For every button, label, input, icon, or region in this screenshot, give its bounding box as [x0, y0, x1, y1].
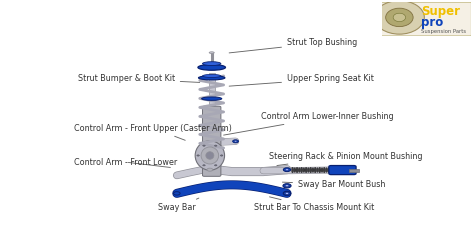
Text: pro: pro	[421, 16, 443, 29]
Text: Suspension Parts: Suspension Parts	[421, 29, 466, 33]
FancyBboxPatch shape	[381, 2, 472, 36]
Ellipse shape	[316, 168, 319, 172]
Text: Super: Super	[421, 5, 460, 18]
Ellipse shape	[321, 168, 323, 172]
Ellipse shape	[312, 168, 314, 172]
Ellipse shape	[283, 191, 291, 196]
Ellipse shape	[206, 152, 214, 159]
Ellipse shape	[292, 167, 294, 173]
Ellipse shape	[303, 168, 305, 172]
Text: Steering Rack & Pinion Mount Bushing: Steering Rack & Pinion Mount Bushing	[269, 152, 422, 166]
Text: Strut Bumper & Boot Kit: Strut Bumper & Boot Kit	[78, 74, 200, 83]
Ellipse shape	[207, 168, 213, 171]
Text: Sway Bar: Sway Bar	[158, 198, 199, 212]
Text: Control Arm Lower-Inner Bushing: Control Arm Lower-Inner Bushing	[224, 112, 394, 135]
Text: Sway Bar Mount Bush: Sway Bar Mount Bush	[283, 180, 385, 189]
Ellipse shape	[197, 155, 200, 156]
Ellipse shape	[323, 167, 326, 173]
Ellipse shape	[307, 168, 310, 172]
Ellipse shape	[301, 167, 303, 173]
Ellipse shape	[203, 145, 205, 146]
Ellipse shape	[393, 13, 406, 22]
Ellipse shape	[294, 168, 296, 172]
Ellipse shape	[298, 168, 301, 172]
Ellipse shape	[285, 185, 289, 187]
Ellipse shape	[195, 141, 225, 170]
Ellipse shape	[209, 52, 214, 53]
Text: Control Arm - Front Upper (Caster Arm): Control Arm - Front Upper (Caster Arm)	[74, 123, 232, 140]
Ellipse shape	[310, 167, 312, 173]
Ellipse shape	[296, 167, 298, 173]
Ellipse shape	[319, 167, 321, 173]
Ellipse shape	[234, 140, 237, 142]
Ellipse shape	[233, 140, 238, 143]
Ellipse shape	[198, 64, 226, 70]
Ellipse shape	[199, 76, 225, 80]
Ellipse shape	[326, 168, 328, 172]
Ellipse shape	[220, 155, 223, 156]
Ellipse shape	[305, 167, 307, 173]
Text: Control Arm - Front Lower: Control Arm - Front Lower	[74, 158, 177, 168]
FancyBboxPatch shape	[329, 166, 356, 175]
Ellipse shape	[330, 168, 332, 172]
Bar	[209, 73, 215, 105]
Ellipse shape	[285, 169, 289, 171]
Ellipse shape	[328, 167, 330, 173]
Ellipse shape	[214, 165, 217, 166]
Ellipse shape	[386, 8, 413, 27]
Ellipse shape	[202, 74, 221, 77]
Ellipse shape	[173, 192, 180, 195]
Text: Strut Bar To Chassis Mount Kit: Strut Bar To Chassis Mount Kit	[254, 197, 374, 212]
Ellipse shape	[202, 62, 221, 65]
Text: Upper Spring Seat Kit: Upper Spring Seat Kit	[229, 74, 374, 86]
Bar	[349, 169, 359, 172]
Ellipse shape	[283, 184, 291, 188]
Ellipse shape	[314, 167, 316, 173]
Ellipse shape	[203, 165, 205, 166]
Ellipse shape	[374, 1, 424, 34]
FancyBboxPatch shape	[202, 106, 221, 176]
Ellipse shape	[201, 97, 222, 100]
Ellipse shape	[283, 168, 291, 172]
Text: Strut Top Bushing: Strut Top Bushing	[229, 38, 357, 53]
Ellipse shape	[201, 147, 219, 164]
Ellipse shape	[214, 145, 217, 146]
Ellipse shape	[285, 192, 289, 194]
